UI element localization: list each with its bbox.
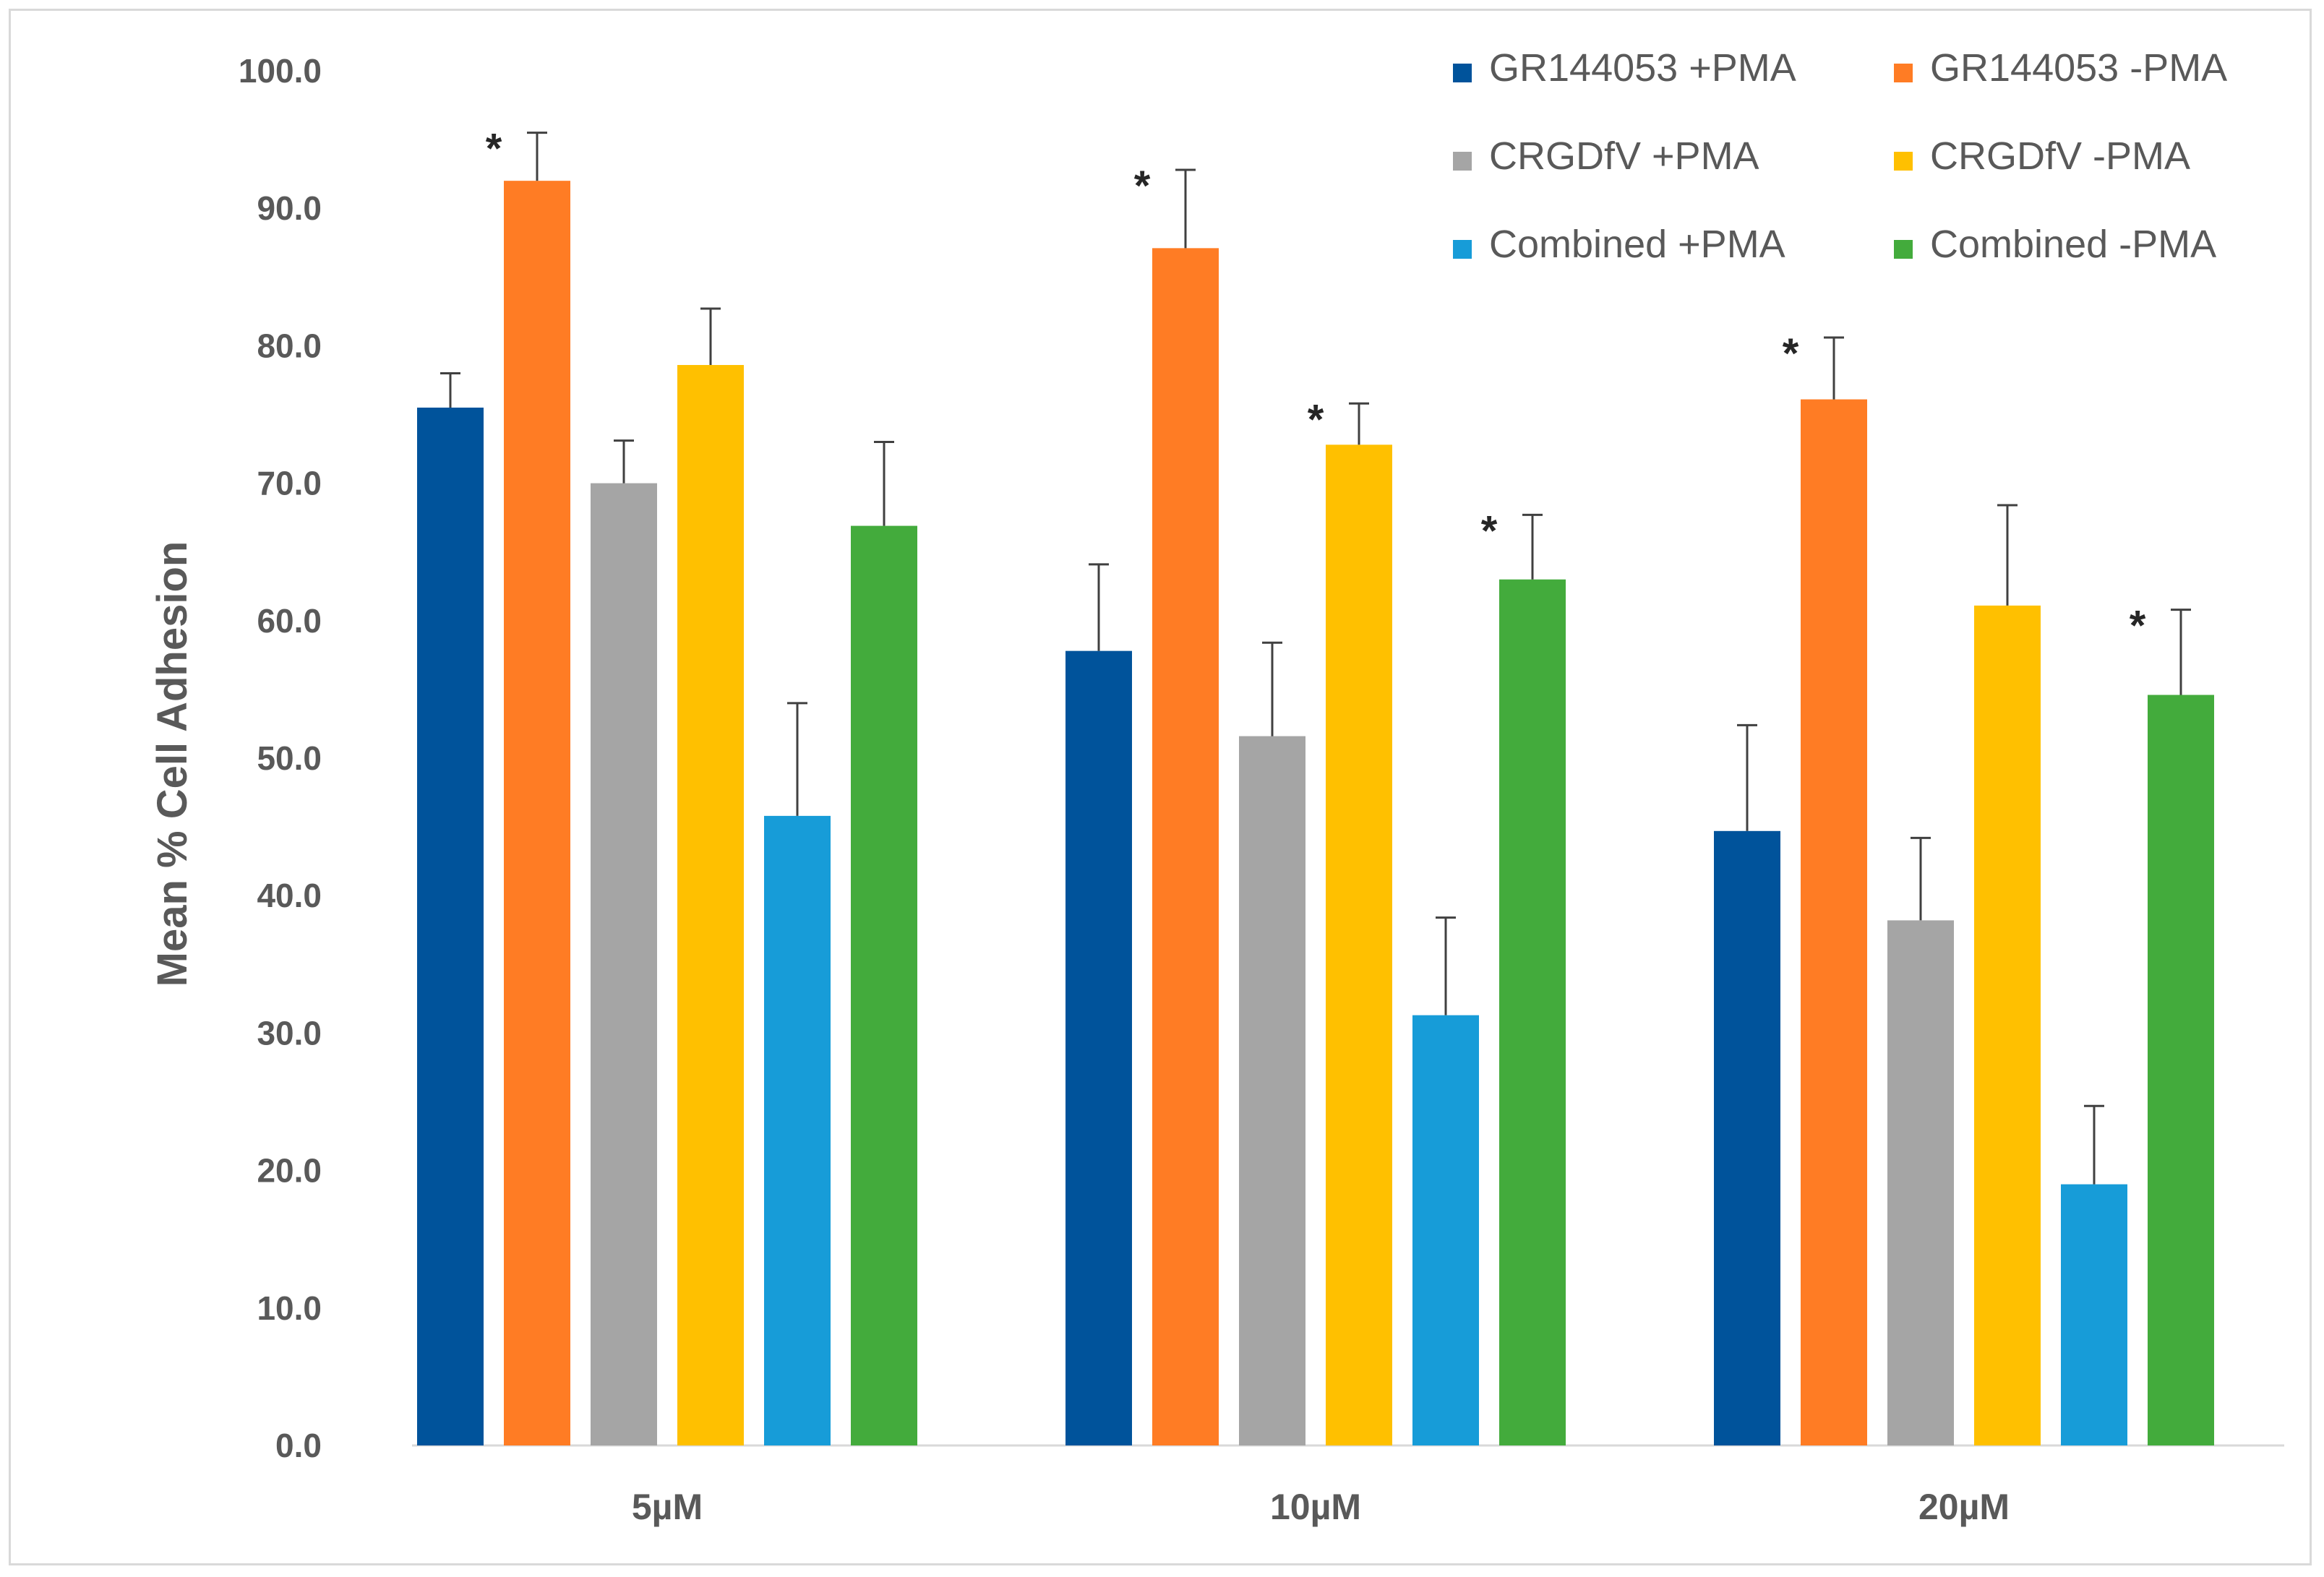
y-tick-label: 0.0 <box>275 1427 322 1464</box>
y-tick-label: 20.0 <box>257 1152 322 1190</box>
y-tick-label: 40.0 <box>257 877 322 914</box>
significance-star: * <box>1481 507 1498 554</box>
legend-label: Combined +PMA <box>1489 223 1785 266</box>
bar <box>2061 1184 2127 1445</box>
bar <box>851 525 917 1445</box>
legend: GR144053 +PMA GR144053 -PMA CRGDfV +PMA CRG… <box>1453 46 2227 266</box>
bar <box>1887 920 1954 1445</box>
y-tick-label: 80.0 <box>257 327 322 364</box>
significance-markers: * * * * * * <box>486 126 2146 650</box>
y-axis-label: Mean % Cell Adhesion <box>149 541 196 987</box>
bars <box>417 181 2214 1446</box>
y-tick-label: 90.0 <box>257 189 322 227</box>
bar <box>591 483 657 1445</box>
x-axis-categories: 5µM 10µM 20µM <box>632 1487 2010 1527</box>
significance-star: * <box>1134 163 1151 210</box>
bar <box>1239 736 1305 1445</box>
legend-swatch <box>1894 64 1913 82</box>
bar <box>2148 695 2214 1445</box>
legend-label: GR144053 +PMA <box>1489 46 1796 90</box>
bar <box>1714 830 1780 1445</box>
legend-swatch <box>1453 240 1472 259</box>
bar <box>1326 444 1392 1445</box>
x-tick-label: 5µM <box>632 1487 703 1527</box>
bar <box>1065 650 1132 1445</box>
legend-swatch <box>1894 152 1913 171</box>
y-tick-label: 70.0 <box>257 465 322 502</box>
significance-star: * <box>1783 330 1799 377</box>
error-bars <box>440 132 2191 1185</box>
bar <box>1152 248 1219 1445</box>
y-tick-label: 100.0 <box>239 52 322 90</box>
bar <box>677 365 744 1445</box>
bar <box>1499 579 1566 1445</box>
bar <box>417 407 484 1445</box>
y-tick-label: 30.0 <box>257 1014 322 1052</box>
legend-label: CRGDfV -PMA <box>1930 134 2190 178</box>
x-tick-label: 10µM <box>1270 1487 1361 1527</box>
legend-swatch <box>1453 152 1472 171</box>
significance-star: * <box>1308 396 1324 443</box>
bar <box>1801 399 1867 1445</box>
y-tick-label: 10.0 <box>257 1289 322 1327</box>
legend-swatch <box>1453 64 1472 82</box>
legend-label: GR144053 -PMA <box>1930 46 2227 90</box>
x-tick-label: 20µM <box>1918 1487 2010 1527</box>
y-tick-label: 60.0 <box>257 602 322 640</box>
bar <box>504 181 570 1445</box>
y-axis-ticks: 0.0 10.0 20.0 30.0 40.0 50.0 60.0 70.0 80.0 90.0 1… <box>239 52 322 1464</box>
significance-star: * <box>486 126 502 173</box>
legend-label: CRGDfV +PMA <box>1489 134 1759 178</box>
bar <box>1412 1015 1479 1445</box>
significance-star: * <box>2130 603 2146 650</box>
y-tick-label: 50.0 <box>257 739 322 777</box>
bar <box>1974 605 2041 1446</box>
legend-label: Combined -PMA <box>1930 223 2216 266</box>
legend-swatch <box>1894 240 1913 259</box>
bar <box>764 815 831 1445</box>
